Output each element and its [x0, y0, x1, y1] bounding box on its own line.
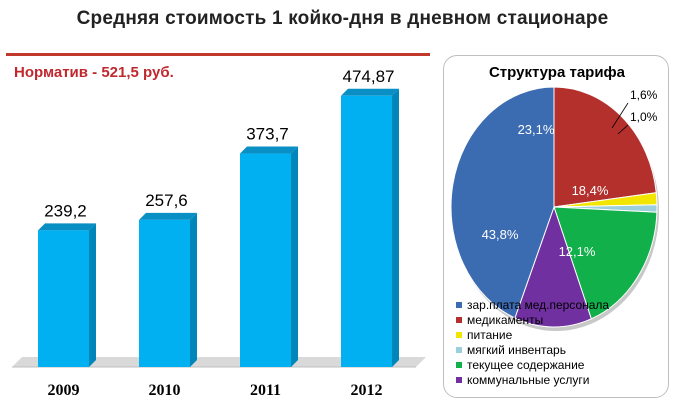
legend-entry: коммунальные услуги	[456, 372, 609, 387]
bar-top	[38, 223, 96, 231]
bar-chart: 239,2 257,6 373,7 474,87	[12, 67, 426, 368]
legend-label: мягкий инвентарь	[467, 342, 566, 357]
pie-leader-line	[617, 124, 629, 135]
bar-value-label: 474,87	[343, 67, 395, 86]
pie-legend: зар.плата мед.персонала медикаменты питани…	[456, 297, 609, 387]
chart-floor	[12, 357, 426, 367]
pie-slice-label: 12,1%	[559, 244, 596, 259]
title-divider	[6, 53, 430, 56]
pie-slice	[553, 206, 658, 320]
bar	[240, 153, 291, 367]
legend-entry: медикаменты	[456, 312, 609, 327]
x-tick-label: 2009	[47, 382, 80, 399]
pie-chart-title: Структура тарифа	[488, 64, 626, 81]
pie-chart: 43,8% 23,1% 1,6% 1,0% 18,4% 12,1%	[450, 86, 659, 331]
legend-swatch	[456, 331, 462, 338]
bar-side	[89, 223, 96, 367]
legend-swatch	[456, 346, 462, 353]
legend-swatch	[456, 316, 462, 323]
bar-side	[392, 88, 399, 367]
pie-slice-label: 1,6%	[630, 88, 658, 102]
bar	[139, 219, 190, 367]
pie-leader-line	[611, 102, 629, 129]
bar	[38, 230, 89, 367]
legend-swatch	[456, 376, 462, 383]
legend-label: питание	[467, 327, 513, 342]
legend-entry: текущее содержание	[456, 357, 609, 372]
legend-entry: мягкий инвентарь	[456, 342, 609, 357]
pie-slice	[514, 205, 592, 328]
legend-label: текущее содержание	[467, 357, 585, 372]
bar-value-label: 239,2	[44, 201, 87, 220]
pie-slice-label: 18,4%	[572, 183, 609, 198]
bar-group: 257,6	[139, 191, 197, 367]
legend-entry: зар.плата мед.персонала	[456, 297, 609, 312]
legend-swatch	[456, 361, 462, 368]
bar	[341, 95, 392, 367]
bar-top	[240, 146, 298, 154]
legend-label: коммунальные услуги	[467, 372, 590, 387]
bar-side	[291, 146, 298, 367]
bar-group: 373,7	[240, 125, 298, 367]
x-tick-label: 2010	[148, 382, 181, 399]
legend-label: зар.плата мед.персонала	[467, 297, 610, 312]
pie-slice-label: 23,1%	[518, 122, 555, 137]
bar-side	[190, 212, 197, 367]
page-title: Средняя стоимость 1 койко-дня в дневном …	[76, 8, 609, 29]
legend-label: медикаменты	[467, 312, 544, 327]
bar-value-label: 373,7	[246, 125, 289, 144]
bar-top	[341, 88, 399, 96]
pie-slice	[450, 86, 555, 319]
pie-slice-label: 1,0%	[630, 110, 658, 124]
x-tick-label: 2012	[350, 382, 383, 399]
pie-chart-panel: Структура тарифа 43,8% 23,1% 1,6% 1,0% 18,4%…	[443, 55, 669, 398]
x-tick-label: 2011	[249, 382, 282, 399]
pie-slice-label: 43,8%	[482, 227, 519, 242]
bar-top	[139, 212, 197, 220]
bar-value-label: 257,6	[145, 191, 188, 210]
bar-group: 474,87	[341, 67, 399, 367]
legend-entry: питание	[456, 327, 609, 342]
bar-group: 239,2	[38, 201, 96, 367]
norm-annotation: Норматив - 521,5 руб.	[14, 64, 174, 81]
legend-swatch	[456, 301, 462, 308]
pie-slice	[553, 86, 657, 208]
